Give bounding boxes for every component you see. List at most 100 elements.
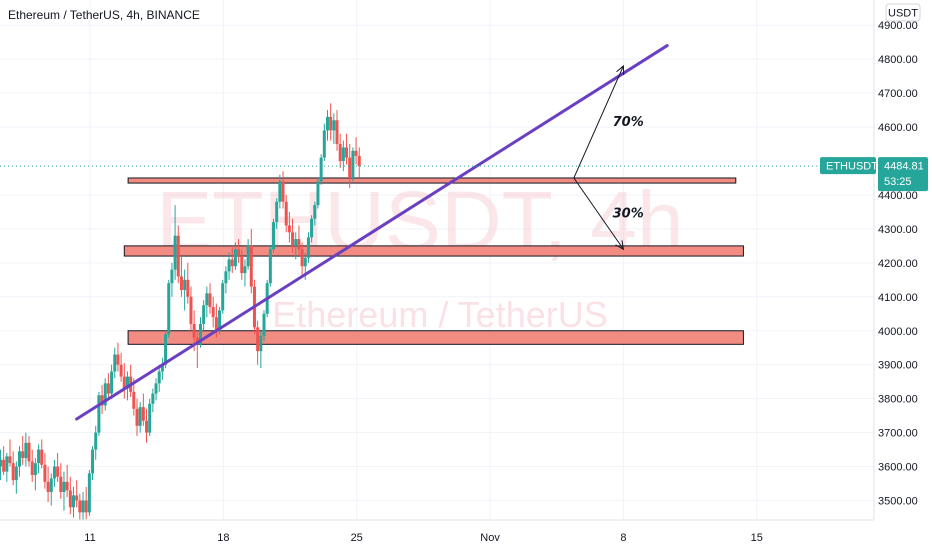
candle-body [218,310,222,331]
candle-body [348,157,352,178]
candle-body [30,461,34,476]
price-tag-countdown: 53:25 [884,176,912,188]
candle-body [224,271,228,284]
time-tick-label: 15 [751,532,763,544]
price-axis-bg[interactable] [874,0,932,550]
candle-body [141,407,145,421]
time-axis-bg[interactable] [0,520,932,550]
candle-body [154,383,158,394]
candle-body [37,449,41,464]
candle-body [84,500,88,513]
time-tick-label: 11 [84,532,95,544]
candle-body [59,476,63,493]
price-tick-label: 3700.00 [878,428,918,440]
candles [0,103,361,521]
candle-body [43,464,47,482]
candle-body [335,120,339,145]
price-tick-label: 4900.00 [878,20,918,32]
candle-body [192,323,196,338]
candle-body [325,116,329,131]
candle-body [103,383,107,406]
candle-body [243,266,247,274]
candle-body [313,205,317,219]
time-tick-label: 25 [351,532,363,544]
candle-body [94,432,98,450]
arrow-head [615,240,625,251]
candle-body [148,403,152,433]
candle-body [275,201,279,223]
candle-body [278,181,282,202]
candle-body [357,155,361,167]
candle-body [259,335,263,352]
candle-body [246,245,250,267]
candle-body [300,249,304,267]
candle-body [138,407,142,426]
candle-body [291,232,295,246]
candle-body [319,157,323,182]
candle-body [341,147,345,161]
candle-body [284,201,288,226]
candle-body [24,442,28,459]
candle-body [198,323,202,345]
candle-body [122,376,126,389]
candle-body [303,257,307,267]
candle-body [256,327,260,352]
support-zone [123,245,744,257]
candle-body [100,395,104,406]
projection-arrow [573,177,624,250]
candle-body [11,463,15,481]
arrow-head [616,64,625,75]
price-axis[interactable]: 3500.00 3600.00 3700.00 3800.00 3900.00 4000.… [878,20,918,507]
time-tick-label: 18 [217,532,229,544]
candle-body [294,239,298,246]
candle-body [233,249,237,267]
candle-body [297,239,301,250]
horizontal-zones[interactable] [123,177,744,345]
symbol-tag-label: ETHUSDT [826,161,878,173]
price-tag-value: 4484.81 [884,161,924,173]
candle-body [46,481,50,493]
candle-body [18,451,22,467]
candle-body [354,150,358,156]
candle-body [62,481,66,493]
candle-body [240,256,244,274]
candle-body [2,459,6,472]
candle-body [322,130,326,158]
candle-body [71,495,75,508]
candle-body [97,395,101,433]
drawings[interactable]: 70% 30% [75,44,669,421]
candle-body [65,481,69,491]
candle-body [8,456,12,464]
candle-body [179,276,183,291]
candle-body [151,393,155,404]
candle-body [106,383,110,394]
trend-line [75,44,669,421]
watermark-name: Ethereum / TetherUS [272,294,608,335]
support-zone [127,330,744,345]
candle-body [49,478,53,493]
price-tick-label: 3900.00 [878,360,918,372]
candle-body [119,364,123,377]
candle-body [78,500,82,513]
candle-body [110,371,114,394]
time-axis[interactable]: 11 18 25 Nov 8 15 [84,532,763,544]
candle-body [221,283,225,311]
support-zone [127,177,737,184]
price-tick-label: 4600.00 [878,122,918,134]
candle-body [40,449,44,465]
candle-body [173,235,177,270]
candle-body [306,237,310,258]
candle-body [186,279,190,297]
price-tick-label: 3600.00 [878,462,918,474]
candle-body [332,120,336,131]
candle-body [249,245,253,287]
candle-body [164,334,168,365]
candle-body [125,376,129,389]
candle-body [176,235,180,277]
price-tag-box [878,157,928,192]
candle-body [262,313,266,336]
candle-body [268,249,272,284]
candle-body [208,293,212,307]
projection-arrow [573,65,624,179]
